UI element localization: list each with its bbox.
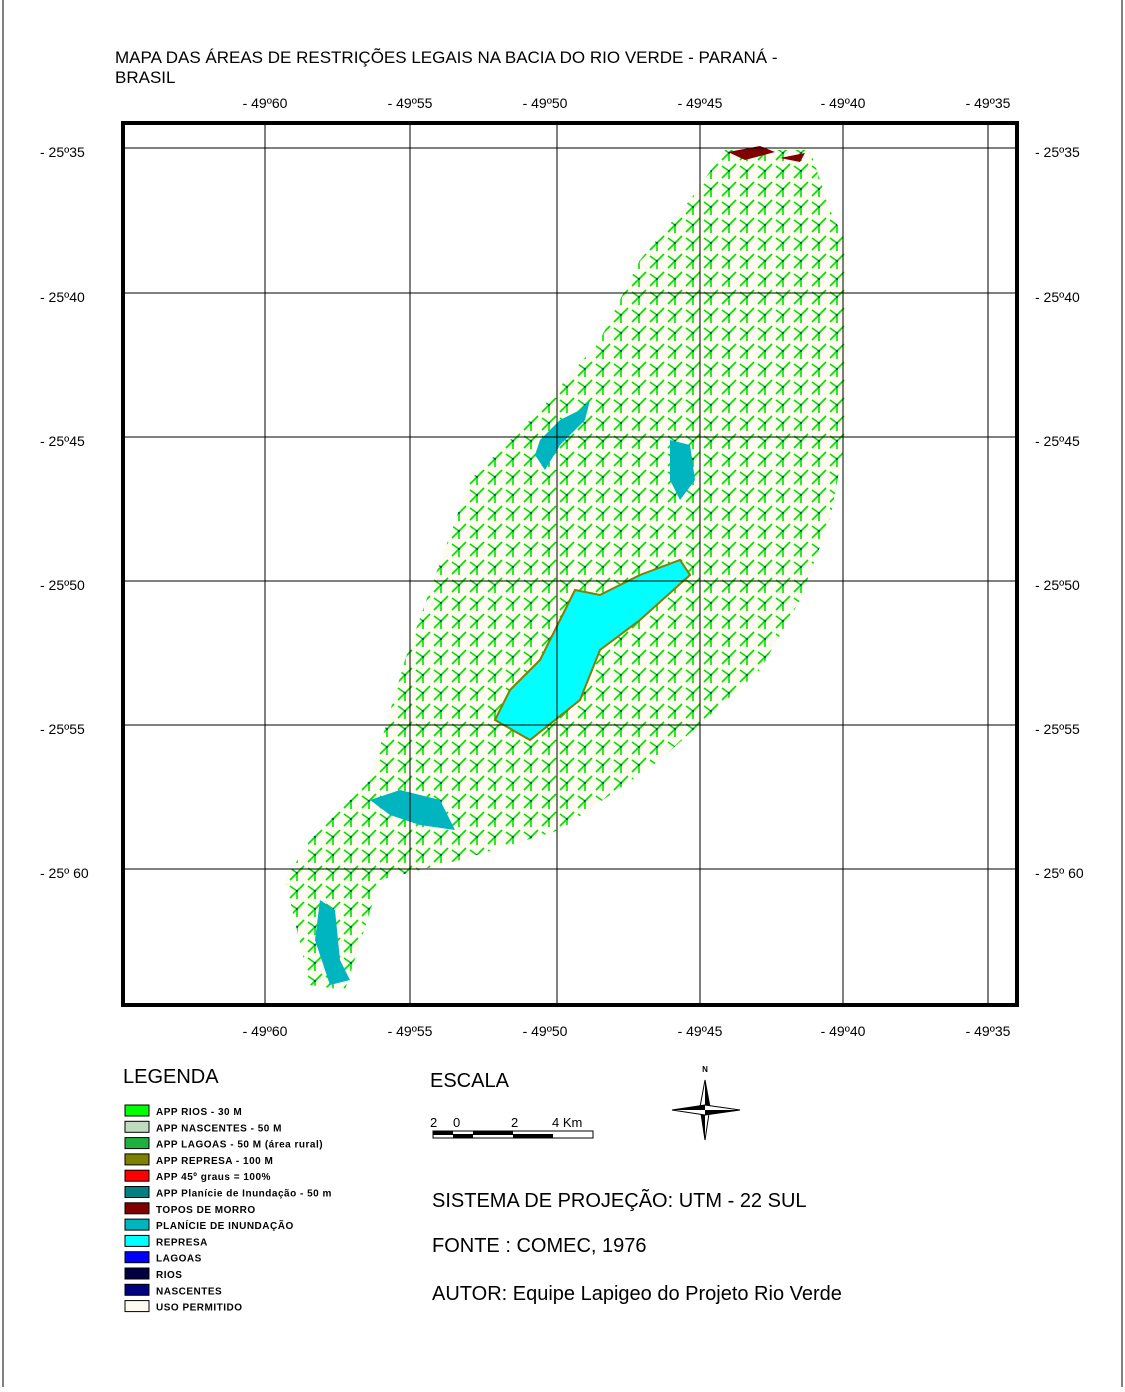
right-latitude-label: - 25º50 [1035,577,1080,593]
scale-segment [453,1134,473,1138]
legend-label: RIOS [156,1270,182,1281]
hilltop [728,146,775,160]
scale-segment [433,1131,453,1135]
legend-label: NASCENTES [156,1286,222,1297]
legend-swatch [124,1267,150,1280]
legend-swatch [124,1120,150,1133]
left-latitude-label: - 25º35 [40,144,85,160]
legend-label: APP NASCENTES - 50 M [156,1123,282,1134]
scale-title: ESCALA [430,1070,510,1092]
north-label: N [702,1065,708,1074]
bottom-longitude-label: - 49º60 [243,1023,288,1039]
top-longitude-label: - 49º45 [678,95,723,111]
legend-label: REPRESA [156,1237,208,1248]
legend-label: APP 45º graus = 100% [156,1172,271,1183]
legend-swatch [124,1104,150,1117]
left-latitude-label: - 25º45 [40,433,85,449]
left-latitude-label: - 25º50 [40,577,85,593]
map-title: MAPA DAS ÁREAS DE RESTRIÇÕES LEGAIS NA B… [115,48,778,87]
top-longitude-label: - 49º35 [966,95,1011,111]
legend-swatch [124,1251,150,1264]
hilltop [780,153,805,162]
floodplain [670,440,695,500]
bottom-longitude-label: - 49º50 [523,1023,568,1039]
left-latitude-label: - 25º40 [40,289,85,305]
top-longitude-label: - 49º40 [821,95,866,111]
scale-label: 2 [511,1115,518,1130]
left-latitude-label: - 25º 60 [40,865,89,881]
top-longitude-label: - 49º60 [243,95,288,111]
legend-swatch [124,1186,150,1198]
legend-swatch [124,1218,150,1231]
bottom-longitude-label: - 49º55 [388,1023,433,1039]
map-frame [121,121,1019,1007]
scale-segment [473,1131,513,1135]
legend-swatch [124,1283,150,1296]
right-latitude-label: - 25º 60 [1035,865,1084,881]
left-latitude-label: - 25º55 [40,721,85,737]
legend-label: USO PERMITIDO [156,1303,243,1314]
north-arrow [671,1079,741,1141]
legend-label: APP Planície de Inundação - 50 m [156,1189,332,1200]
legend-title: LEGENDA [123,1066,219,1088]
legend-swatch [124,1300,150,1313]
floodplain [315,900,350,985]
bottom-longitude-label: - 49º35 [966,1023,1011,1039]
source: FONTE : COMEC, 1976 [432,1235,647,1257]
legend-label: PLANÍCIE DE INUNDAÇÃO [156,1219,294,1232]
scale-label: 2 [430,1115,437,1130]
legend: APP RIOS - 30 M APP NASCENTES - 50 M APP L… [124,1104,332,1314]
legend-swatch [124,1202,150,1215]
floodplain [535,400,590,470]
top-longitude-label: - 49º50 [523,95,568,111]
legend-swatch [124,1137,150,1150]
legend-label: APP RIOS - 30 M [156,1107,242,1118]
top-longitude-label: - 49º55 [388,95,433,111]
floodplain [370,790,455,830]
legend-label: APP LAGOAS - 50 M (área rural) [156,1140,323,1151]
bottom-longitude-label: - 49º45 [678,1023,723,1039]
legend-label: TOPOS DE MORRO [156,1205,256,1216]
legend-swatch [124,1169,150,1182]
scale-segment [513,1134,553,1138]
map-area [285,146,845,990]
legend-swatch [124,1234,150,1247]
river-network [285,150,845,990]
right-latitude-label: - 25º35 [1035,144,1080,160]
scale-label: 0 [453,1115,460,1130]
legend-label: APP REPRESA - 100 M [156,1156,273,1167]
right-latitude-label: - 25º45 [1035,433,1080,449]
reservoir [493,558,692,742]
graticule [123,123,1017,1005]
legend-label: LAGOAS [156,1254,202,1265]
scale-bar [432,1130,594,1139]
projection: SISTEMA DE PROJEÇÃO: UTM - 22 SUL [432,1188,807,1212]
bottom-longitude-label: - 49º40 [821,1023,866,1039]
right-latitude-label: - 25º55 [1035,721,1080,737]
author: AUTOR: Equipe Lapigeo do Projeto Rio Ver… [432,1283,842,1305]
scale-label: 4 Km [552,1115,582,1130]
right-latitude-label: - 25º40 [1035,289,1080,305]
legend-swatch [124,1153,150,1166]
